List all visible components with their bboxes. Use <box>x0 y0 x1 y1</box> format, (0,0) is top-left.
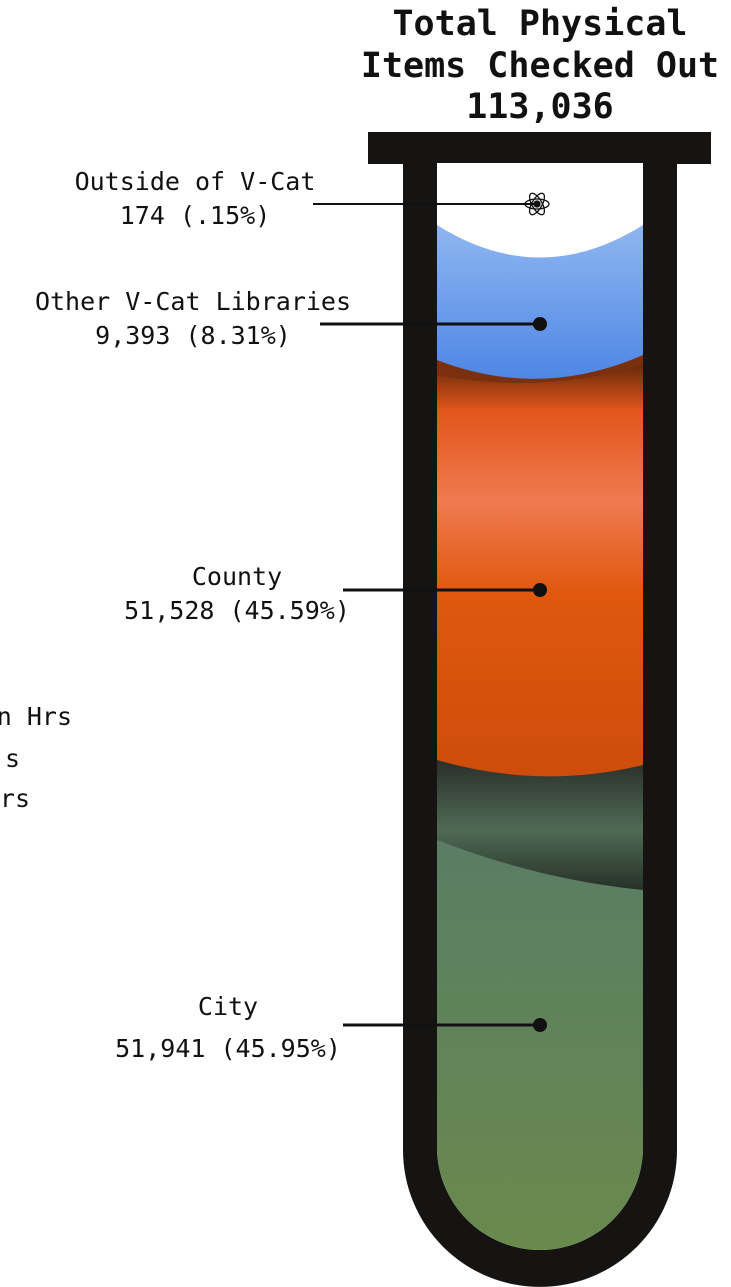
segment-name: County <box>192 562 282 591</box>
segment-value: 174 (.15%) <box>120 201 271 230</box>
segment-name: City <box>198 992 258 1021</box>
leader-dot <box>533 1018 547 1032</box>
leader-dot <box>533 317 547 331</box>
tube-cap <box>368 132 711 164</box>
segment-value: 9,393 (8.31%) <box>95 321 291 350</box>
segment-value: 51,941 (45.95%) <box>115 1034 341 1063</box>
title-line: Items Checked Out <box>361 46 719 86</box>
segment-value: 51,528 (45.59%) <box>124 596 350 625</box>
infographic: Total Physical Items Checked Out 113,036… <box>0 0 731 1287</box>
segment-name: Other V-Cat Libraries <box>35 287 351 316</box>
leader-dot <box>533 583 547 597</box>
cropped-text: rs <box>0 784 30 813</box>
title-line: Total Physical <box>392 4 687 44</box>
segment-name: Outside of V-Cat <box>75 167 316 196</box>
title-line: 113,036 <box>466 87 614 127</box>
cropped-text: s <box>5 744 20 773</box>
cropped-text: n Hrs <box>0 702 72 731</box>
